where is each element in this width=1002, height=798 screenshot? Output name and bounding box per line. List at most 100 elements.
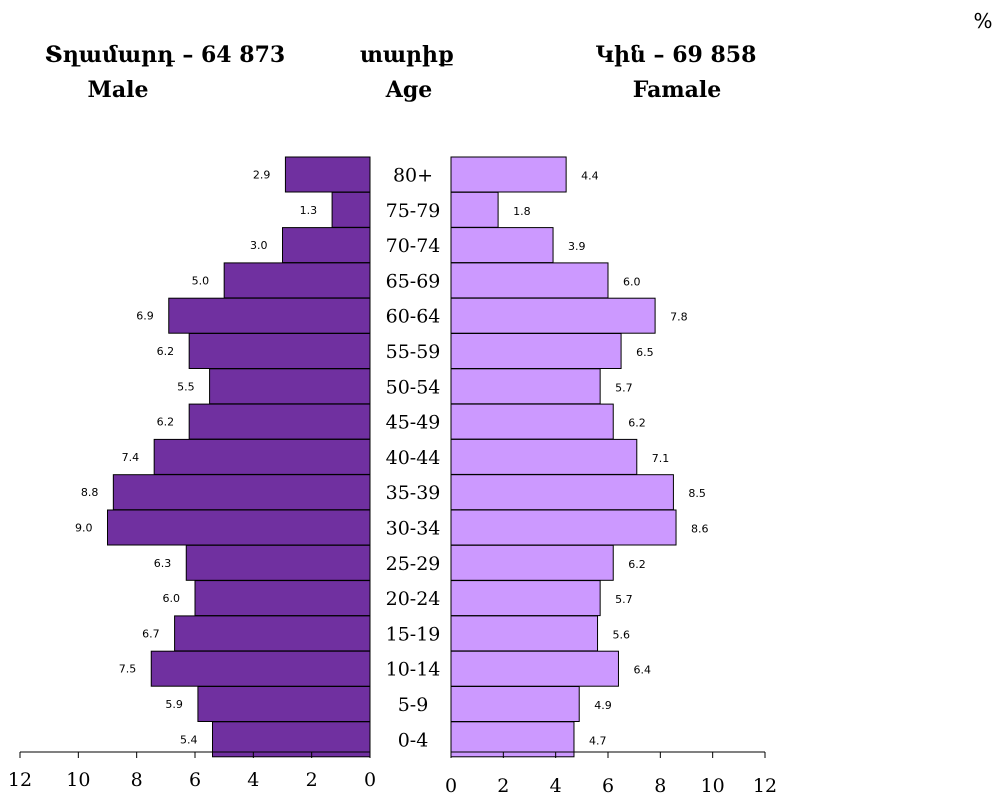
male-header-subtitle: Male [88,77,149,103]
female-axis-tick-label: 6 [602,775,614,797]
female-data-label: 6.0 [623,275,641,288]
male-header-title: Տղամարդ – 64 873 [45,42,285,68]
female-bar-20-24 [450,580,601,617]
age-group-label: 60-64 [386,306,441,328]
male-data-label: 5.4 [180,733,198,746]
female-data-label: 5.7 [615,381,633,394]
age-group-label: 50-54 [386,376,441,398]
male-data-label: 1.3 [300,204,318,217]
male-data-label: 5.0 [192,274,210,287]
male-data-label: 6.9 [136,310,154,323]
female-bars: 4.4 1.8 3.9 6.0 7.8 6.5 5.7 6.2 7.1 8.5 8.6 6.2 5.7 5… [450,156,709,758]
male-data-label: 2.9 [253,169,271,182]
female-data-label: 5.7 [615,593,633,606]
male-bar-15-19 [174,615,371,652]
male-bar-75-79 [331,191,371,228]
female-data-label: 8.5 [688,487,706,500]
female-header-subtitle: Famale [633,77,722,103]
male-data-label: 6.3 [154,557,172,570]
age-group-label: 5-9 [398,694,429,716]
age-group-label: 45-49 [386,412,441,434]
female-bar-15-19 [450,615,599,652]
age-group-label: 20-24 [386,588,441,610]
male-data-label: 6.2 [157,416,175,429]
male-bar-20-24 [194,580,371,617]
age-group-label: 30-34 [386,518,441,540]
male-bar-65-69 [223,262,371,299]
female-bar-5-9 [450,686,580,722]
age-group-label: 35-39 [386,482,441,504]
male-bar-60-64 [168,297,371,334]
female-bar-40-44 [450,438,638,475]
female-axis-tick-label: 2 [497,775,509,797]
male-data-label: 9.0 [75,522,93,535]
age-header-title: տարիք [360,42,454,68]
female-data-label: 6.2 [628,558,646,571]
age-group-label: 15-19 [386,623,441,645]
male-axis-tick-label: 4 [247,769,259,791]
male-x-axis: 0 2 4 6 8 10 12 [8,751,376,791]
male-data-label: 8.8 [81,486,99,499]
age-group-label: 65-69 [386,270,441,292]
male-bar-0-4 [212,721,371,758]
male-bar-50-54 [209,368,371,405]
female-data-label: 4.9 [594,699,612,712]
age-group-label: 25-29 [386,553,441,575]
male-bar-55-59 [188,333,371,369]
female-x-axis: 0 2 4 6 8 10 12 [445,751,777,797]
male-axis-tick-label: 2 [306,769,318,791]
male-bar-10-14 [150,650,371,687]
male-bar-25-29 [185,544,371,581]
female-axis-tick-label: 4 [550,775,562,797]
male-data-label: 5.9 [165,698,183,711]
male-data-label: 6.2 [157,345,175,358]
unit-label: % [973,9,992,33]
age-labels: 80+ 75-79 70-74 65-69 60-64 55-59 50-54 45-49 40… [386,165,441,752]
male-axis-tick-label: 10 [66,769,90,791]
male-data-label: 3.0 [250,239,268,252]
male-data-label: 5.5 [177,380,195,393]
male-data-label: 7.5 [119,663,137,676]
female-bar-35-39 [450,474,674,511]
female-bar-55-59 [450,333,622,369]
male-bar-35-39 [112,474,371,511]
male-bar-80+ [284,156,371,193]
female-data-label: 6.2 [628,417,646,430]
male-bar-30-34 [107,509,371,546]
female-bar-50-54 [450,368,601,405]
male-bar-5-9 [197,686,371,722]
age-group-label: 10-14 [386,659,441,681]
age-group-label: 75-79 [386,200,441,222]
female-bar-30-34 [450,509,677,546]
male-axis-tick-label: 8 [131,769,143,791]
female-data-label: 8.6 [691,523,709,536]
age-group-label: 70-74 [386,235,441,257]
female-bar-75-79 [450,191,499,228]
male-axis-tick-label: 6 [189,769,201,791]
female-data-label: 5.6 [613,628,631,641]
female-data-label: 7.1 [652,452,670,465]
female-header-title: Կին – 69 858 [596,42,757,68]
female-data-label: 6.4 [633,664,651,677]
male-bar-70-74 [282,227,371,264]
female-bar-25-29 [450,544,614,581]
female-data-label: 4.7 [589,734,607,747]
female-data-label: 4.4 [581,170,599,183]
male-data-label: 6.7 [142,627,160,640]
male-data-label: 7.4 [122,451,140,464]
female-data-label: 3.9 [568,240,586,253]
age-group-label: 55-59 [386,341,441,363]
age-header-subtitle: Age [385,77,432,103]
female-axis-tick-label: 0 [445,775,457,797]
male-data-label: 6.0 [163,592,181,605]
male-bars: 2.9 1.3 3.0 5.0 6.9 6.2 5.5 6.2 7.4 8.8 9.0 6.3 6.0 6… [75,156,371,758]
male-bar-45-49 [188,403,371,440]
female-bar-60-64 [450,297,656,334]
age-group-label: 0-4 [398,729,429,751]
female-axis-tick-label: 12 [753,775,777,797]
female-data-label: 7.8 [670,311,688,324]
female-bar-80+ [450,156,567,193]
age-group-label: 80+ [393,165,433,187]
age-group-label: 40-44 [386,447,441,469]
female-bar-70-74 [450,227,554,264]
